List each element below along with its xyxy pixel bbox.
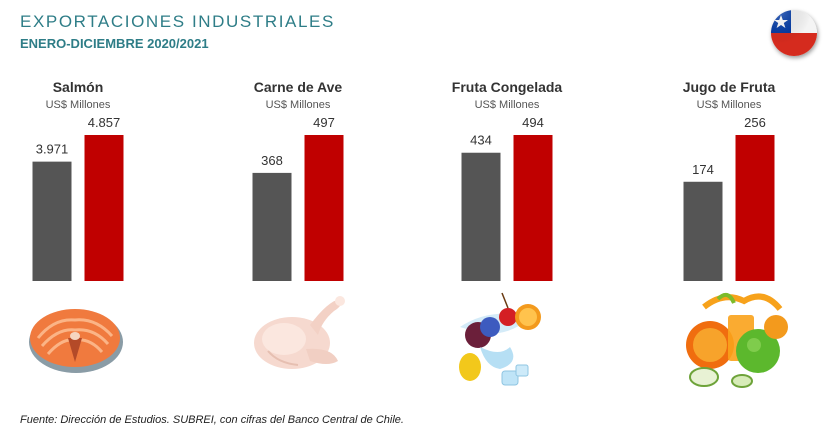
bar-charts: Salmón US$ Millones 3.971 4.857 Carne de Ave…	[32, 79, 776, 281]
bar-carne-de-ave-2	[304, 135, 344, 281]
panel-unit-fruta-congelada: US$ Millones	[475, 99, 540, 111]
panel-unit-jugo-de-fruta: US$ Millones	[697, 99, 762, 111]
bar-jugo-de-fruta-1	[683, 181, 723, 281]
bar-carne-de-ave-1	[252, 172, 292, 281]
value-label-salmon-2: 4.857	[88, 115, 121, 130]
bar-salmon-2	[84, 135, 124, 281]
panel-title-carne-de-ave: Carne de Ave	[254, 79, 343, 95]
bar-jugo-de-fruta-2	[735, 135, 775, 281]
value-label-carne-de-ave-1: 368	[261, 153, 283, 168]
panel-title-salmon: Salmón	[53, 79, 104, 95]
bar-fruta-congelada-2	[513, 135, 553, 281]
source-note: Fuente: Dirección de Estudios. SUBREI, c…	[20, 414, 404, 426]
value-label-jugo-de-fruta-1: 174	[692, 162, 714, 177]
panel-unit-salmon: US$ Millones	[46, 99, 111, 111]
chart-title: EXPORTACIONES INDUSTRIALES	[20, 12, 335, 31]
panel-unit-carne-de-ave: US$ Millones	[266, 99, 331, 111]
value-label-jugo-de-fruta-2: 256	[744, 115, 766, 130]
chart-subtitle: ENERO-DICIEMBRE 2020/2021	[20, 36, 209, 51]
bar-fruta-congelada-1	[461, 152, 501, 281]
value-label-carne-de-ave-2: 497	[313, 115, 335, 130]
panel-title-jugo-de-fruta: Jugo de Fruta	[683, 79, 776, 95]
value-label-salmon-1: 3.971	[36, 142, 69, 157]
fruit-juice-icon	[684, 289, 796, 398]
value-label-fruta-congelada-2: 494	[522, 115, 544, 130]
salmon-steak-icon	[24, 298, 126, 383]
chile-flag-icon	[771, 10, 817, 56]
frozen-fruit-icon	[450, 287, 550, 398]
bar-salmon-1	[32, 161, 72, 281]
panel-title-fruta-congelada: Fruta Congelada	[452, 79, 563, 95]
raw-chicken-icon	[248, 291, 348, 380]
value-label-fruta-congelada-1: 434	[470, 133, 492, 148]
